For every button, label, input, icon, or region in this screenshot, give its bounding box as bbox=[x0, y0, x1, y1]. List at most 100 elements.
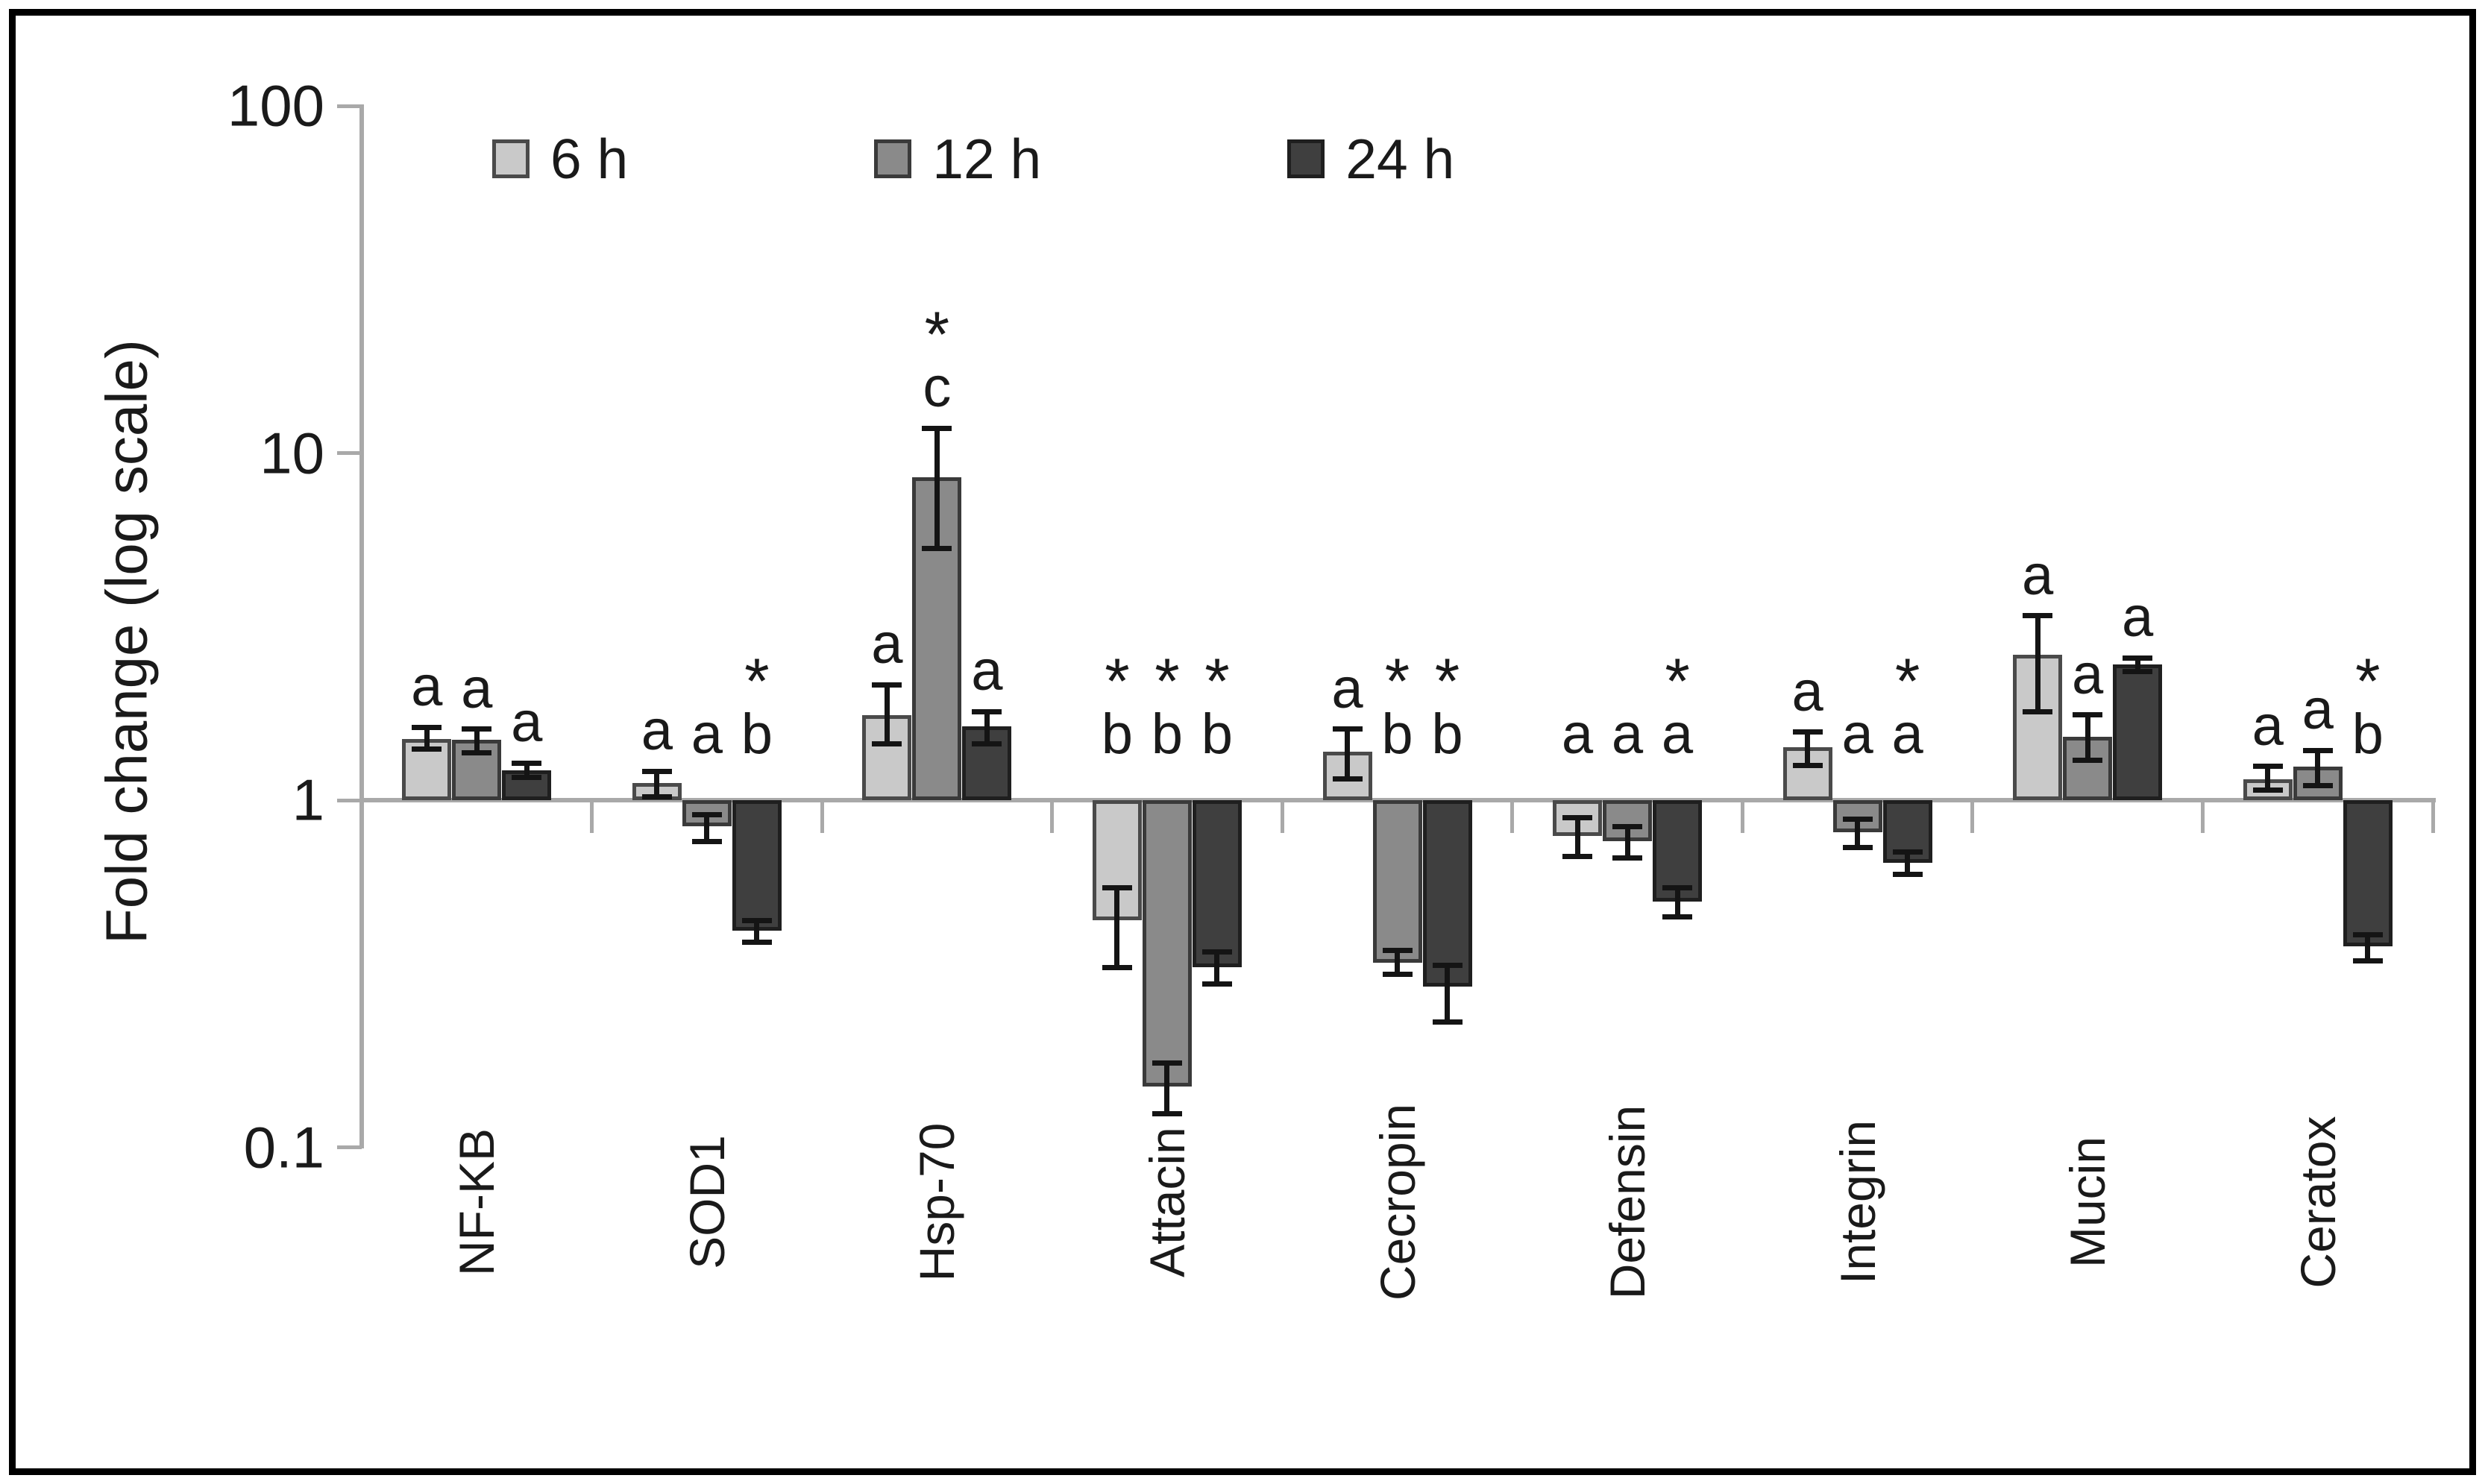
significance-letter: a bbox=[2302, 678, 2334, 742]
category-label-nf-kb: NF-KB bbox=[449, 1128, 505, 1276]
error-bar-cap bbox=[872, 741, 902, 747]
significance-annotation: a bbox=[632, 705, 782, 764]
x-tick bbox=[1740, 800, 1744, 833]
significance-annotation: * b bbox=[1093, 650, 1242, 764]
error-bar-cap bbox=[972, 708, 1002, 714]
error-bar-cap bbox=[1102, 964, 1132, 970]
significance-annotation: a bbox=[2063, 588, 2212, 647]
x-tick bbox=[820, 800, 824, 833]
error-bar bbox=[2035, 615, 2041, 712]
category-label-cecropin: Cecropin bbox=[1369, 1103, 1425, 1301]
bar-12h-Cecropin bbox=[1372, 800, 1422, 963]
category-label-sod1: SOD1 bbox=[679, 1135, 735, 1269]
error-bar bbox=[474, 729, 480, 753]
significance-letter: a bbox=[2122, 585, 2154, 650]
significance-annotation: a bbox=[1503, 705, 1652, 764]
significance-annotation: a bbox=[912, 641, 1061, 701]
legend-item-6h: 6 h bbox=[492, 127, 628, 191]
error-bar bbox=[884, 685, 890, 744]
error-bar bbox=[2315, 750, 2321, 786]
error-bar-cap bbox=[1612, 855, 1643, 861]
error-bar bbox=[1805, 732, 1811, 766]
error-bar-cap bbox=[2123, 655, 2153, 661]
error-bar bbox=[704, 814, 710, 842]
significance-annotation: a bbox=[582, 701, 732, 761]
error-bar bbox=[754, 920, 760, 943]
significance-star: * bbox=[744, 646, 770, 717]
error-bar-cap bbox=[1152, 1110, 1182, 1116]
significance-letter: a bbox=[411, 655, 443, 719]
error-bar-cap bbox=[741, 917, 772, 923]
legend-label: 6 h bbox=[550, 128, 629, 190]
y-tick-label: 100 bbox=[227, 72, 324, 139]
significance-letter: a bbox=[641, 699, 673, 763]
error-bar-cap bbox=[1792, 762, 1823, 768]
bar-6h-Integrin bbox=[1782, 747, 1832, 800]
error-bar-cap bbox=[2252, 764, 2283, 770]
figure-border bbox=[9, 9, 2476, 1475]
error-bar-cap bbox=[1432, 962, 1463, 968]
error-bar bbox=[654, 771, 660, 797]
error-bar-cap bbox=[2023, 613, 2053, 619]
error-bar-cap bbox=[691, 838, 722, 844]
significance-letter: b bbox=[2352, 702, 2384, 766]
significance-annotation: a bbox=[402, 658, 551, 719]
category-label-mucin: Mucin bbox=[2060, 1136, 2116, 1268]
error-bar-cap bbox=[2352, 931, 2383, 937]
significance-star: * bbox=[1434, 646, 1460, 717]
error-bar-cap bbox=[691, 811, 722, 817]
error-bar bbox=[1114, 887, 1120, 968]
error-bar-cap bbox=[2123, 668, 2153, 674]
significance-letter: b bbox=[1381, 702, 1413, 766]
bar-24h-Cecropin bbox=[1422, 800, 1472, 987]
significance-annotation: * b bbox=[1043, 650, 1192, 766]
error-bar-cap bbox=[641, 768, 672, 774]
significance-star: * bbox=[924, 299, 950, 371]
error-bar-cap bbox=[1382, 947, 1413, 953]
significance-annotation: a bbox=[2243, 680, 2393, 740]
error-bar bbox=[1395, 950, 1400, 975]
significance-letter: a bbox=[2022, 543, 2054, 607]
error-bar-cap bbox=[641, 794, 672, 800]
significance-annotation: a bbox=[1733, 661, 1882, 722]
error-bar-cap bbox=[1382, 972, 1413, 978]
x-tick bbox=[1970, 800, 1975, 833]
category-label-hsp-70: Hsp-70 bbox=[909, 1122, 965, 1282]
significance-annotation: a bbox=[1273, 658, 1422, 719]
error-bar-cap bbox=[2302, 783, 2333, 789]
significance-star: * bbox=[1665, 646, 1690, 717]
error-bar-cap bbox=[2352, 958, 2383, 963]
significance-letter: b bbox=[1431, 702, 1463, 766]
error-bar-cap bbox=[412, 724, 442, 730]
x-tick bbox=[1510, 800, 1515, 833]
significance-annotation: a bbox=[1783, 705, 1932, 764]
error-bar-cap bbox=[1612, 823, 1643, 829]
error-bar-cap bbox=[512, 760, 542, 766]
error-bar-cap bbox=[1842, 817, 1873, 823]
significance-annotation: * b bbox=[1143, 650, 1292, 764]
error-bar-cap bbox=[1332, 726, 1363, 732]
error-bar-cap bbox=[512, 775, 542, 781]
x-tick bbox=[590, 800, 594, 833]
error-bar bbox=[934, 428, 940, 549]
y-tick bbox=[337, 451, 362, 455]
bar-24h-Ceratox bbox=[2343, 800, 2393, 946]
y-tick bbox=[337, 798, 362, 802]
error-bar-cap bbox=[1842, 845, 1873, 851]
significance-letter: b bbox=[1101, 702, 1134, 766]
legend-label: 12 h bbox=[932, 128, 1042, 190]
legend-swatch-icon bbox=[874, 139, 912, 178]
legend: 6 h 12 h 24 h bbox=[492, 127, 1454, 191]
error-bar-cap bbox=[922, 546, 952, 552]
significance-letter: a bbox=[1661, 702, 1694, 766]
significance-letter: a bbox=[1841, 702, 1873, 766]
significance-annotation: a bbox=[1553, 705, 1702, 764]
bar-24h-Attacin bbox=[1192, 800, 1242, 968]
significance-annotation: a bbox=[1963, 543, 2112, 607]
error-bar bbox=[1674, 887, 1680, 917]
error-bar-cap bbox=[1562, 853, 1593, 859]
error-bar bbox=[1445, 965, 1450, 1022]
legend-item-12h: 12 h bbox=[874, 127, 1041, 191]
error-bar-cap bbox=[1662, 884, 1693, 890]
y-axis-line bbox=[359, 104, 364, 1148]
